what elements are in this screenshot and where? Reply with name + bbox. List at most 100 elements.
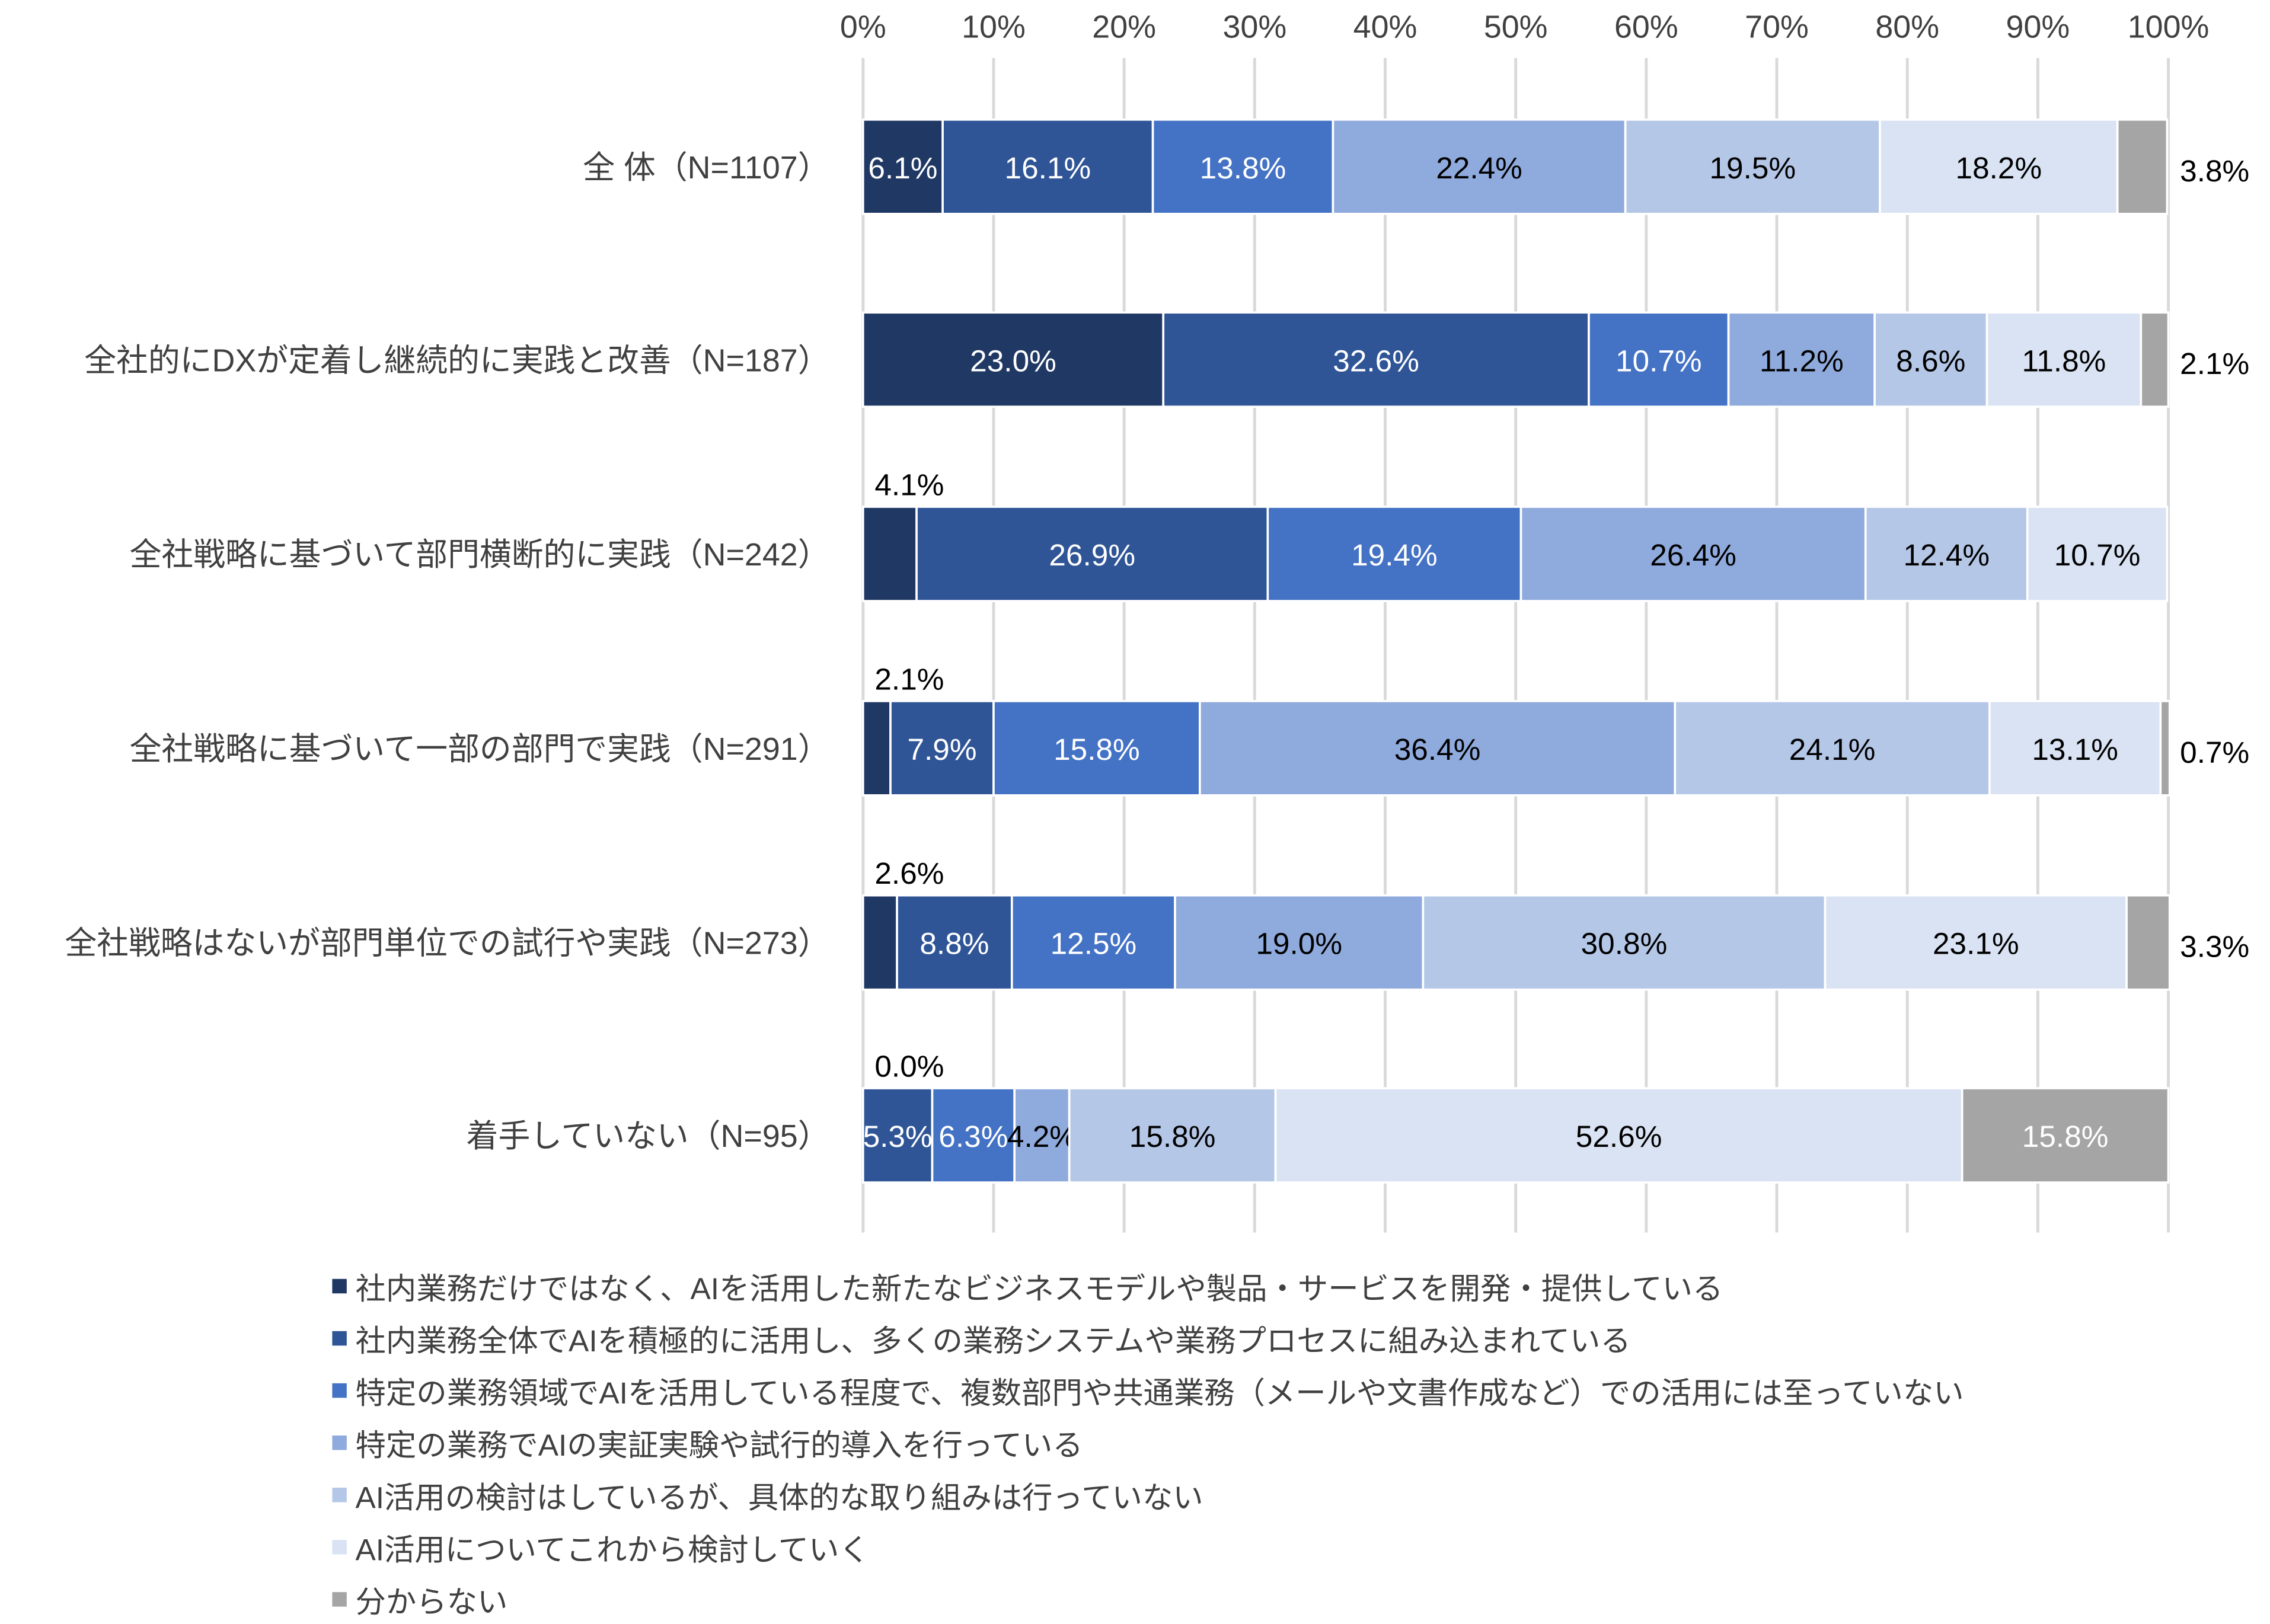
data-label: 3.8%: [2180, 154, 2249, 188]
bar-segment: [1174, 894, 1425, 991]
legend-label: 特定の業務領域でAIを活用している程度で、複数部門や共通業務（メールや文書作成な…: [356, 1376, 1964, 1410]
data-label: 30.8%: [1581, 926, 1668, 961]
data-label: 52.6%: [1576, 1119, 1662, 1153]
x-tick-label: 90%: [2006, 9, 2070, 45]
bar-segment: [1985, 311, 2143, 408]
data-label: 24.1%: [1789, 732, 1876, 766]
bar-segment: [2125, 894, 2171, 991]
category-label: 全 体（N=1107）: [583, 150, 829, 186]
data-label: 4.2%: [1007, 1119, 1077, 1153]
data-label: 11.2%: [1760, 343, 1844, 378]
category-label: 全社戦略はないが部門単位での試行や実践（N=273）: [65, 926, 829, 961]
gridlines: [861, 57, 2170, 1233]
bar-segment: [1274, 1087, 1963, 1184]
category-label: 着手していない（N=95）: [467, 1118, 830, 1154]
data-label: 19.0%: [1256, 926, 1342, 961]
legend-swatch: [332, 1540, 347, 1555]
legend-label: 分からない: [356, 1584, 508, 1619]
data-label: 15.8%: [2022, 1119, 2109, 1153]
data-label: 10.7%: [1616, 343, 1702, 378]
bar-segment: [861, 506, 918, 602]
bar-segment: [2026, 506, 2169, 602]
legend-swatch: [332, 1278, 347, 1294]
bar-segment: [1332, 118, 1627, 215]
data-label: 8.8%: [920, 926, 989, 961]
data-label: 18.2%: [1956, 151, 2042, 185]
data-label: 22.4%: [1436, 151, 1522, 185]
data-label: 3.3%: [2180, 929, 2249, 964]
x-tick-label: 70%: [1745, 9, 1809, 45]
bar-segment: [915, 506, 1269, 602]
bar-segment: [1588, 311, 1730, 408]
data-label: 26.9%: [1049, 538, 1135, 572]
bar-segment: [2116, 118, 2169, 215]
data-label: 0.7%: [2180, 735, 2249, 769]
data-label: 13.1%: [2032, 732, 2118, 766]
legend-label: 社内業務だけではなく、AIを活用した新たなビジネスモデルや製品・サービスを開発・…: [356, 1271, 1723, 1306]
data-label: 12.4%: [1903, 538, 1990, 572]
legend-swatch: [332, 1331, 347, 1346]
legend-label: AI活用についてこれから検討していく: [356, 1532, 870, 1567]
bars: 6.1% 16.1% 13.8% 22.4% 19.5% 18.2% 3.8% 23.0% 32…: [861, 118, 2249, 1184]
legend: 社内業務だけではなく、AIを活用した新たなビジネスモデルや製品・サービスを開発・…: [332, 1271, 1964, 1619]
x-tick-label: 30%: [1222, 9, 1286, 45]
bar-segment: [1961, 1087, 2170, 1184]
bar-segment: [1864, 506, 2029, 602]
bar-segment: [941, 118, 1154, 215]
bar-segment: [1068, 1087, 1277, 1184]
bar-segment: [1824, 894, 2128, 991]
bar-segment: [2140, 311, 2170, 408]
bar-segment: [861, 894, 898, 991]
data-label: 8.6%: [1896, 343, 1965, 378]
bar-segment: [1879, 118, 2119, 215]
bar-segment: [889, 700, 995, 797]
data-label: 15.8%: [1053, 732, 1140, 766]
data-label: 32.6%: [1333, 343, 1419, 378]
data-label: 2.1%: [874, 661, 944, 696]
x-tick-label: 60%: [1614, 9, 1678, 45]
data-label: 23.0%: [970, 343, 1056, 378]
x-tick-label: 10%: [962, 9, 1026, 45]
category-label: 全社戦略に基づいて部門横断的に実践（N=242）: [130, 537, 830, 573]
data-label: 6.3%: [938, 1119, 1008, 1153]
x-tick-label: 100%: [2128, 9, 2210, 45]
data-label: 2.6%: [874, 856, 944, 890]
bar-segment: [1674, 700, 1991, 797]
data-label: 11.8%: [2022, 343, 2106, 378]
category-labels: 全 体（N=1107） 全社的にDXが定着し継続的に実践と改善（N=187） 全社戦…: [65, 150, 829, 1154]
x-tick-label: 0%: [840, 9, 886, 45]
bar-segment: [861, 118, 944, 215]
bar-segment: [861, 700, 892, 797]
legend-label: 社内業務全体でAIを積極的に活用し、多くの業務システムや業務プロセスに組み込まれ…: [356, 1324, 1631, 1358]
bar-segment: [992, 700, 1201, 797]
legend-swatch: [332, 1435, 347, 1450]
legend-label: AI活用の検討はしているが、具体的な取り組みは行っていない: [356, 1480, 1203, 1514]
bar-segment: [861, 311, 1165, 408]
bar-segment: [931, 1087, 1016, 1184]
legend-swatch: [332, 1488, 347, 1502]
legend-label: 特定の業務でAIの実証実験や試行的導入を行っている: [356, 1428, 1083, 1462]
data-label: 19.4%: [1351, 538, 1438, 572]
bar-segment: [1988, 700, 2162, 797]
bar-segment: [1013, 1087, 1071, 1184]
bar-segment: [1873, 311, 1988, 408]
bar-segment: [1422, 894, 1827, 991]
data-label: 23.1%: [1933, 926, 2019, 961]
data-label: 16.1%: [1005, 151, 1091, 185]
data-label: 5.3%: [863, 1119, 933, 1153]
data-label: 26.4%: [1650, 538, 1736, 572]
bar-segment: [1519, 506, 1867, 602]
data-label: 15.8%: [1129, 1119, 1216, 1153]
legend-swatch: [332, 1592, 347, 1607]
data-label: 10.7%: [2054, 538, 2141, 572]
x-tick-label: 50%: [1484, 9, 1548, 45]
bar-segment: [896, 894, 1013, 991]
data-label: 13.8%: [1200, 151, 1286, 185]
data-label: 36.4%: [1394, 732, 1481, 766]
category-label: 全社戦略に基づいて一部の部門で実践（N=291）: [130, 731, 830, 767]
bar-segment: [1266, 506, 1522, 602]
bar-segment: [2159, 700, 2171, 797]
data-label: 2.1%: [2180, 346, 2249, 381]
data-label: 0.0%: [874, 1048, 944, 1083]
